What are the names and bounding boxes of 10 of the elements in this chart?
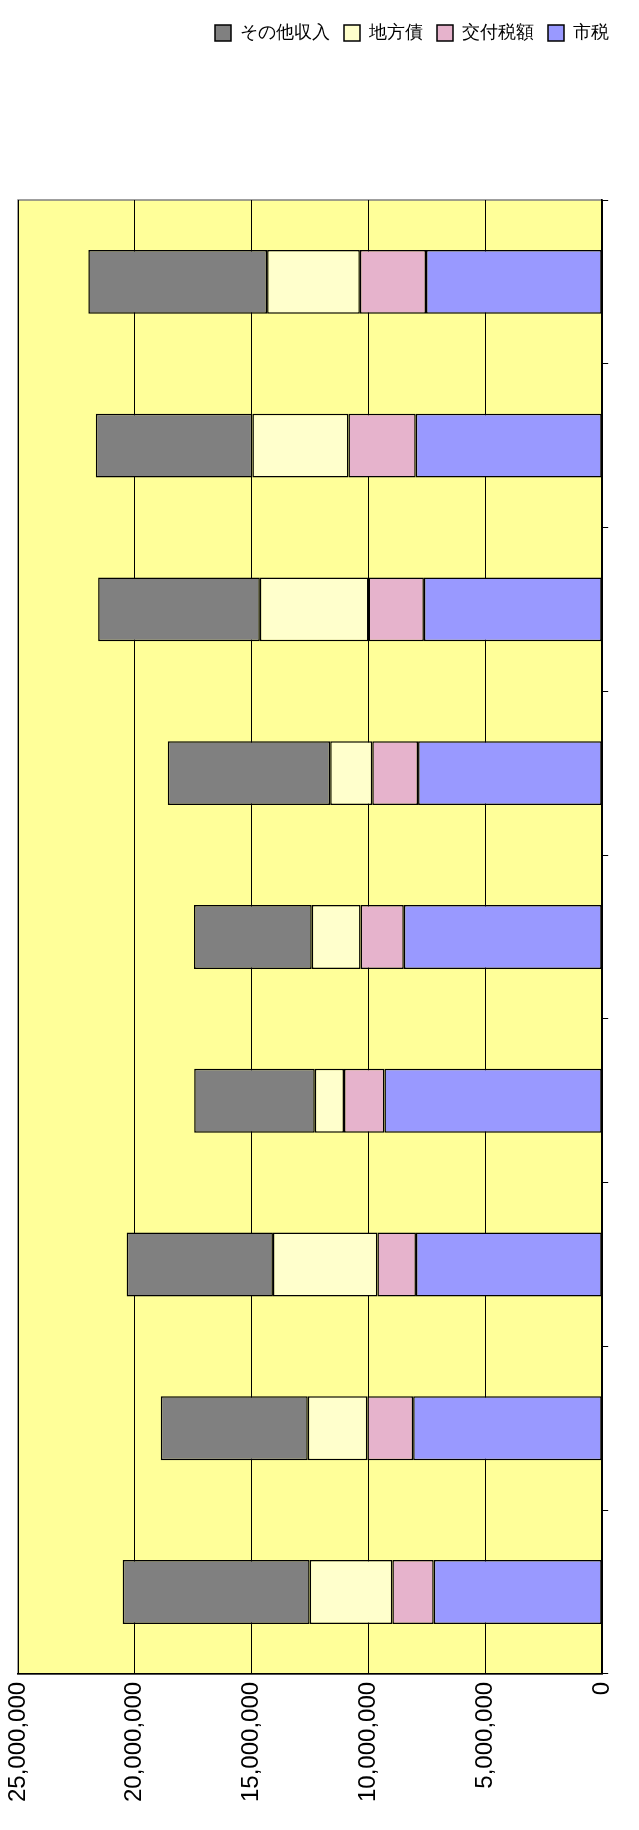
x-tick-label: 20,000,000 (119, 1681, 147, 1803)
legend-label: 交付税額 (462, 20, 534, 42)
legend-label: その他収入 (240, 20, 330, 42)
legend-label: 地方債 (368, 20, 423, 42)
x-tick-label: 25,000,000 (2, 1681, 30, 1803)
x-tick-label: 10,000,000 (353, 1681, 381, 1803)
x-tick-label: 15,000,000 (236, 1681, 264, 1803)
x-tick-label: 5,000,000 (469, 1681, 497, 1789)
legend-label: 市税 (573, 20, 609, 42)
x-tick-label: 0 (586, 1681, 614, 1696)
